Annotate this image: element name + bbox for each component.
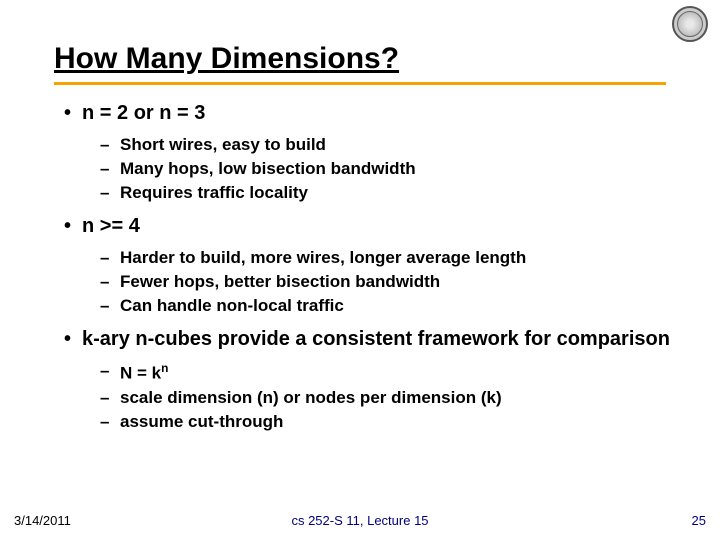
bullet-dash-icon: – — [100, 272, 120, 292]
bullet-level2: – Can handle non-local traffic — [100, 296, 680, 316]
bullet-dash-icon: – — [100, 135, 120, 155]
bullet-level2: – Requires traffic locality — [100, 183, 680, 203]
bullet-text: Requires traffic locality — [120, 183, 308, 203]
footer-date: 3/14/2011 — [14, 513, 71, 528]
seal-icon — [672, 6, 708, 42]
bullet-text: assume cut-through — [120, 412, 283, 432]
bullet-dash-icon: – — [100, 412, 120, 432]
content: • n = 2 or n = 3 – Short wires, easy to … — [64, 96, 680, 432]
bullet-text: scale dimension (n) or nodes per dimensi… — [120, 388, 502, 408]
bullet-level1: • n >= 4 — [64, 215, 680, 238]
footer: 3/14/2011 cs 252-S 11, Lecture 15 25 — [0, 510, 720, 530]
title-container: How Many Dimensions? — [54, 42, 666, 85]
formula-sup: n — [161, 361, 168, 375]
bullet-level2: – N = kn — [100, 361, 680, 384]
bullet-level2: – assume cut-through — [100, 412, 680, 432]
bullet-dash-icon: – — [100, 248, 120, 268]
bullet-text: n >= 4 — [82, 215, 140, 238]
bullet-dash-icon: – — [100, 159, 120, 179]
bullet-text: n = 2 or n = 3 — [82, 102, 205, 125]
footer-page-number: 25 — [692, 513, 706, 528]
bullet-dot-icon: • — [64, 328, 82, 351]
bullet-text: Harder to build, more wires, longer aver… — [120, 248, 526, 268]
bullet-level2: – scale dimension (n) or nodes per dimen… — [100, 388, 680, 408]
footer-center: cs 252-S 11, Lecture 15 — [291, 513, 428, 528]
bullet-dot-icon: • — [64, 215, 82, 238]
slide: How Many Dimensions? • n = 2 or n = 3 – … — [0, 0, 720, 540]
bullet-text: Fewer hops, better bisection bandwidth — [120, 272, 440, 292]
bullet-dash-icon: – — [100, 296, 120, 316]
bullet-level2: – Harder to build, more wires, longer av… — [100, 248, 680, 268]
bullet-dash-icon: – — [100, 183, 120, 203]
bullet-text: Short wires, easy to build — [120, 135, 326, 155]
bullet-text: N = kn — [120, 361, 168, 384]
bullet-level1: • k-ary n-cubes provide a consistent fra… — [64, 328, 680, 351]
bullet-dash-icon: – — [100, 361, 120, 384]
bullet-dot-icon: • — [64, 102, 82, 125]
bullet-level2: – Short wires, easy to build — [100, 135, 680, 155]
slide-title: How Many Dimensions? — [54, 42, 666, 76]
formula-base: N = k — [120, 364, 161, 383]
bullet-dash-icon: – — [100, 388, 120, 408]
bullet-text: Many hops, low bisection bandwidth — [120, 159, 416, 179]
bullet-level2: – Fewer hops, better bisection bandwidth — [100, 272, 680, 292]
bullet-level2: – Many hops, low bisection bandwidth — [100, 159, 680, 179]
bullet-level1: • n = 2 or n = 3 — [64, 102, 680, 125]
bullet-text: Can handle non-local traffic — [120, 296, 344, 316]
bullet-text: k-ary n-cubes provide a consistent frame… — [82, 328, 670, 351]
